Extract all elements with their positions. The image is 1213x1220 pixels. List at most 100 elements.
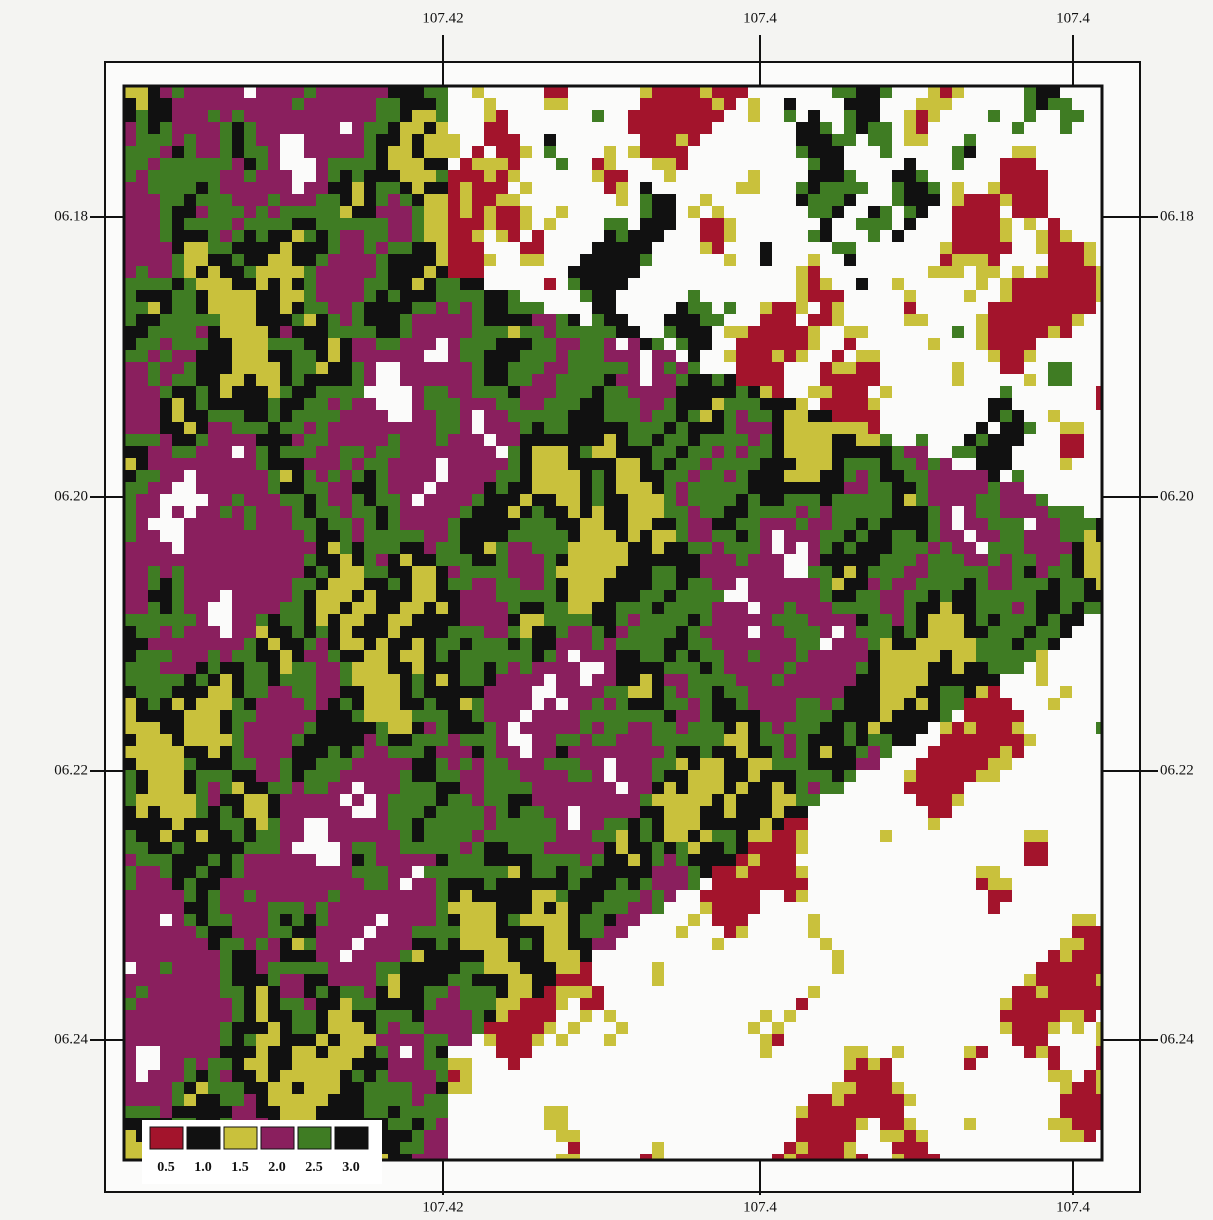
raster-cell (604, 446, 616, 458)
raster-cell (652, 422, 664, 434)
raster-cell (592, 458, 604, 470)
raster-cell (556, 998, 568, 1010)
raster-cell (988, 698, 1000, 710)
raster-cell (400, 1010, 412, 1022)
raster-cell (940, 602, 952, 614)
raster-cell (808, 626, 820, 638)
raster-cell (1000, 398, 1012, 410)
raster-cell (1060, 1010, 1072, 1022)
raster-cell (340, 650, 352, 662)
raster-cell (988, 398, 1000, 410)
raster-cell (520, 146, 532, 158)
raster-cell (592, 542, 604, 554)
raster-cell (520, 350, 532, 362)
raster-cell (412, 158, 424, 170)
raster-cell (304, 338, 316, 350)
raster-cell (580, 698, 592, 710)
raster-cell (748, 782, 760, 794)
raster-cell (616, 866, 628, 878)
raster-cell (604, 782, 616, 794)
raster-cell (448, 986, 460, 998)
raster-cell (988, 638, 1000, 650)
raster-cell (520, 926, 532, 938)
raster-cell (448, 950, 460, 962)
raster-cell (652, 482, 664, 494)
raster-cell (184, 998, 196, 1010)
raster-cell (184, 458, 196, 470)
raster-cell (640, 338, 652, 350)
raster-cell (220, 1010, 232, 1022)
raster-cell (988, 266, 1000, 278)
raster-cell (460, 446, 472, 458)
raster-cell (448, 866, 460, 878)
raster-cell (508, 614, 520, 626)
raster-cell (976, 650, 988, 662)
raster-cell (328, 446, 340, 458)
raster-cell (160, 866, 172, 878)
raster-cell (592, 794, 604, 806)
raster-cell (316, 254, 328, 266)
raster-cell (364, 374, 376, 386)
raster-cell (388, 494, 400, 506)
raster-cell (988, 758, 1000, 770)
raster-cell (388, 158, 400, 170)
raster-cell (496, 458, 508, 470)
raster-cell (316, 638, 328, 650)
raster-cell (988, 710, 1000, 722)
raster-cell (424, 134, 436, 146)
raster-cell (532, 482, 544, 494)
raster-cell (376, 926, 388, 938)
raster-cell (316, 710, 328, 722)
raster-cell (568, 638, 580, 650)
raster-cell (1012, 410, 1024, 422)
raster-cell (448, 398, 460, 410)
raster-cell (136, 134, 148, 146)
raster-cell (220, 746, 232, 758)
raster-cell (532, 434, 544, 446)
raster-cell (400, 698, 412, 710)
raster-cell (844, 182, 856, 194)
raster-cell (304, 410, 316, 422)
raster-cell (400, 818, 412, 830)
raster-cell (928, 494, 940, 506)
raster-cell (268, 86, 280, 98)
raster-cell (832, 86, 844, 98)
raster-cell (412, 218, 424, 230)
raster-cell (520, 950, 532, 962)
raster-cell (1012, 530, 1024, 542)
raster-cell (484, 614, 496, 626)
raster-cell (544, 434, 556, 446)
raster-cell (496, 722, 508, 734)
raster-cell (844, 770, 856, 782)
raster-cell (172, 1010, 184, 1022)
raster-cell (520, 758, 532, 770)
raster-cell (460, 758, 472, 770)
raster-cell (760, 854, 772, 866)
raster-cell (400, 338, 412, 350)
raster-cell (364, 482, 376, 494)
raster-cell (580, 866, 592, 878)
raster-cell (268, 314, 280, 326)
raster-cell (1048, 410, 1060, 422)
raster-cell (316, 686, 328, 698)
raster-cell (520, 458, 532, 470)
raster-cell (316, 230, 328, 242)
raster-cell (304, 878, 316, 890)
raster-cell (412, 926, 424, 938)
raster-cell (604, 842, 616, 854)
raster-cell (592, 518, 604, 530)
raster-cell (652, 206, 664, 218)
raster-cell (604, 254, 616, 266)
raster-cell (460, 830, 472, 842)
raster-cell (232, 326, 244, 338)
raster-cell (160, 878, 172, 890)
raster-cell (388, 194, 400, 206)
raster-cell (340, 158, 352, 170)
raster-cell (496, 794, 508, 806)
raster-cell (124, 818, 136, 830)
raster-cell (352, 578, 364, 590)
raster-cell (148, 422, 160, 434)
raster-cell (376, 314, 388, 326)
raster-cell (868, 626, 880, 638)
raster-cell (148, 182, 160, 194)
